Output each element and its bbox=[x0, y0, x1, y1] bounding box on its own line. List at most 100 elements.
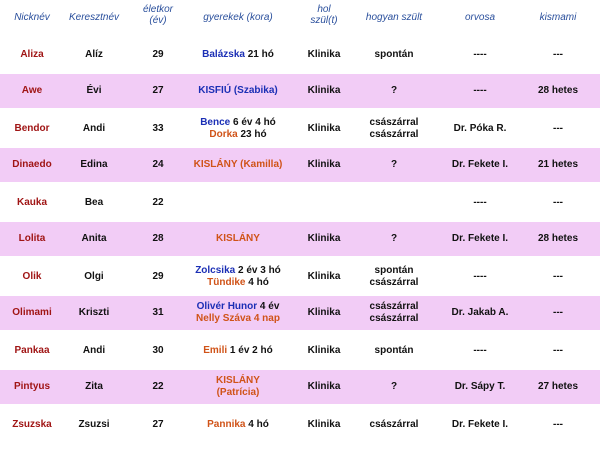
nickname-cell: Olik bbox=[22, 270, 42, 282]
birthplace-cell: Klinika bbox=[307, 233, 341, 244]
nickname-cell: Bendor bbox=[14, 122, 50, 134]
header-nickname: Nicknév bbox=[14, 12, 50, 23]
doctor-cell: ---- bbox=[473, 85, 487, 96]
child-name: KISLÁNY (Kamilla) bbox=[193, 159, 283, 170]
child-age: 6 év 4 hó bbox=[230, 116, 276, 128]
child-line: KISLÁNY bbox=[216, 375, 260, 387]
table-row: Aliza Alíz 29 Balázska 21 hó Klinika spontán -… bbox=[0, 36, 600, 73]
birth-method-cell: ? bbox=[352, 148, 436, 182]
header-pregnant: kismami bbox=[539, 12, 577, 23]
header-where: hol szül(t) bbox=[296, 4, 352, 26]
pregnant-cell: --- bbox=[553, 122, 563, 134]
birth-method-line: császárral bbox=[369, 418, 419, 430]
table-row: Bendor Andi 33 Bence 6 év 4 hó Dorka 23 hó Kl… bbox=[0, 110, 600, 147]
children-list: Zolcsika 2 év 3 hó Tündike 4 hó bbox=[195, 265, 281, 289]
pregnant-cell: --- bbox=[553, 344, 563, 356]
birth-method-line: ? bbox=[390, 159, 398, 170]
child-name: (Patrícia) bbox=[216, 387, 260, 398]
pregnant-cell: 21 hetes bbox=[537, 159, 579, 170]
children-cell: KISLÁNY (Kamilla) bbox=[180, 148, 296, 182]
doctor-cell: Dr. Sápy T. bbox=[454, 381, 506, 392]
birthplace-cell: Klinika bbox=[307, 122, 341, 134]
child-line: Balázska 21 hó bbox=[202, 49, 274, 61]
birth-method-line: császárral bbox=[369, 128, 419, 140]
child-name: Bence bbox=[200, 116, 231, 128]
pregnant-cell: --- bbox=[553, 196, 563, 208]
child-name: KISFIÚ (Szabika) bbox=[198, 85, 278, 96]
birthplace-cell: Klinika bbox=[307, 270, 341, 282]
children-list: Olivér Hunor 4 év Nelly Száva 4 nap bbox=[196, 301, 280, 325]
age-cell: 22 bbox=[152, 196, 164, 208]
child-age: 2 év 3 hó bbox=[235, 264, 281, 276]
child-name: Pannika bbox=[207, 418, 246, 430]
children-cell bbox=[180, 184, 296, 221]
birth-method-cell bbox=[352, 184, 436, 221]
children-cell: Pannika 4 hó bbox=[180, 406, 296, 443]
age-cell: 27 bbox=[152, 418, 164, 430]
birth-method-line: spontán bbox=[374, 264, 414, 276]
nickname-cell: Kauka bbox=[16, 196, 47, 208]
doctor-cell: Dr. Fekete I. bbox=[451, 159, 509, 170]
firstname-cell: Andi bbox=[82, 122, 106, 134]
header-where-line2: szül(t) bbox=[310, 15, 338, 26]
birth-method-line: császárral bbox=[369, 116, 419, 128]
children-list: KISLÁNY (Patrícia) bbox=[216, 375, 260, 399]
children-list: KISFIÚ (Szabika) bbox=[198, 85, 277, 97]
firstname-cell: Zsuzsi bbox=[78, 418, 110, 430]
child-name: Zolcsika bbox=[195, 264, 236, 276]
birth-method-cell: spontán bbox=[352, 36, 436, 73]
birth-method-cell: ? bbox=[352, 74, 436, 108]
children-list: KISLÁNY bbox=[216, 233, 260, 245]
header-age-line1: életkor bbox=[142, 4, 173, 15]
children-list: Emili 1 év 2 hó bbox=[203, 345, 272, 357]
nickname-cell: Lolita bbox=[18, 233, 46, 244]
nickname-cell: Pankaa bbox=[14, 344, 50, 356]
birth-method-cell: spontán bbox=[352, 332, 436, 369]
child-line: Tündike 4 hó bbox=[195, 277, 281, 289]
birth-method-line: ? bbox=[390, 233, 398, 244]
birthplace-cell: Klinika bbox=[307, 418, 341, 430]
child-name: KISLÁNY bbox=[216, 375, 260, 386]
firstname-cell: Kriszti bbox=[78, 307, 110, 318]
age-cell: 30 bbox=[152, 344, 164, 356]
firstname-cell: Évi bbox=[86, 85, 102, 96]
header-children: gyerekek (kora) bbox=[203, 12, 273, 23]
child-line: Zolcsika 2 év 3 hó bbox=[195, 265, 281, 277]
header-row: Nicknév Keresztnév életkor (év) gyerekek… bbox=[0, 0, 600, 36]
birth-method-line: spontán bbox=[374, 344, 414, 356]
table-row: Pintyus Zita 22 KISLÁNY (Patrícia) Klinika? Dr… bbox=[0, 370, 600, 404]
child-line: (Patrícia) bbox=[216, 387, 260, 399]
birth-method-cell: spontán császárral bbox=[352, 258, 436, 295]
child-age: 4 hó bbox=[245, 276, 269, 288]
child-name: Balázska bbox=[202, 48, 245, 60]
birthplace-cell bbox=[296, 184, 352, 221]
birthplace-cell: Klinika bbox=[307, 381, 341, 392]
children-cell: KISLÁNY (Patrícia) bbox=[180, 370, 296, 404]
child-name: Olivér Hunor bbox=[196, 301, 258, 312]
age-cell: 29 bbox=[152, 270, 164, 282]
header-age: életkor (év) bbox=[136, 4, 180, 26]
doctor-cell: Dr. Póka R. bbox=[453, 122, 507, 134]
doctor-cell: Dr. Jakab A. bbox=[451, 307, 509, 318]
child-line: Pannika 4 hó bbox=[207, 419, 269, 431]
children-cell: KISLÁNY bbox=[180, 222, 296, 256]
table-row: Olik Olgi 29 Zolcsika 2 év 3 hó Tündike 4 hó… bbox=[0, 258, 600, 295]
child-age: 4 év bbox=[257, 301, 280, 312]
doctor-cell: ---- bbox=[473, 344, 487, 356]
table-row: Awe Évi 27 KISFIÚ (Szabika) Klinika? ---- 28 h… bbox=[0, 74, 600, 108]
birth-method-line: császárral bbox=[369, 276, 419, 288]
header-where-line1: hol bbox=[317, 4, 331, 15]
child-name: KISLÁNY bbox=[216, 233, 260, 244]
age-cell: 27 bbox=[152, 85, 164, 96]
firstname-cell: Olgi bbox=[84, 270, 104, 282]
child-line: KISLÁNY bbox=[216, 233, 260, 245]
birth-method-cell: ? bbox=[352, 370, 436, 404]
birth-method-line: császárral bbox=[369, 313, 419, 324]
age-cell: 33 bbox=[152, 122, 164, 134]
birthplace-cell: Klinika bbox=[307, 48, 341, 60]
child-age: 4 hó bbox=[245, 418, 269, 430]
doctor-cell: Dr. Fekete I. bbox=[451, 233, 509, 244]
children-list: Pannika 4 hó bbox=[207, 419, 269, 431]
doctor-cell: ---- bbox=[473, 270, 487, 282]
nickname-cell: Awe bbox=[21, 85, 43, 96]
